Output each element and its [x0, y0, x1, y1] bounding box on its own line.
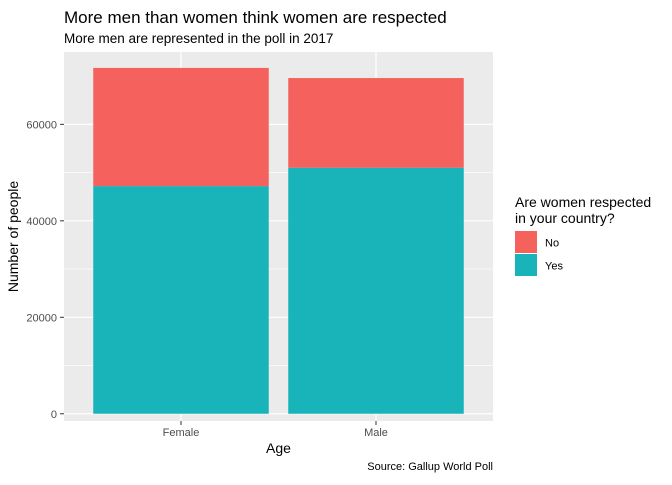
y-axis-ticks: 0 20000 40000 60000 — [26, 119, 64, 421]
x-tick-label-female: Female — [163, 427, 200, 439]
y-tick-label: 0 — [51, 409, 57, 421]
legend-label-no: No — [545, 238, 559, 250]
legend-key-yes — [515, 254, 537, 276]
chart-subtitle: More men are represented in the poll in … — [64, 31, 333, 46]
bar-male-no — [288, 78, 464, 168]
legend-title-line-1: Are women respected — [515, 194, 651, 210]
bar-male-yes — [288, 167, 464, 414]
bar-female-yes — [93, 186, 269, 414]
x-axis-ticks: Female Male — [163, 421, 388, 439]
y-tick-label: 40000 — [26, 216, 57, 228]
legend-title-line-2: in your country? — [515, 210, 615, 226]
y-tick-label: 60000 — [26, 119, 57, 131]
legend-key-no — [515, 231, 537, 253]
y-axis-title: Number of people — [5, 181, 21, 293]
legend-label-yes: Yes — [545, 261, 563, 273]
legend: Are women respected in your country? No Y… — [515, 194, 651, 276]
chart-title: More men than women think women are resp… — [64, 8, 447, 27]
y-tick-label: 20000 — [26, 312, 57, 324]
x-axis-title: Age — [266, 440, 291, 456]
bars — [93, 67, 464, 414]
x-tick-label-male: Male — [364, 427, 388, 439]
chart-caption: Source: Gallup World Poll — [367, 461, 493, 473]
bar-female-no — [93, 67, 269, 187]
